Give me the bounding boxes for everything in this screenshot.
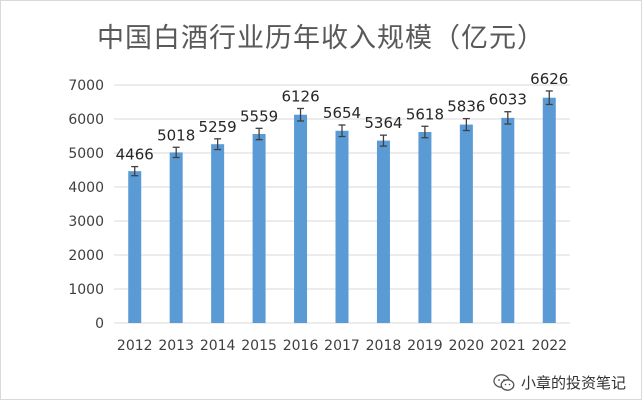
y-tick-label: 0: [95, 316, 104, 332]
x-tick-label: 2012: [117, 338, 153, 354]
y-tick-label: 3000: [68, 214, 104, 230]
bar: [252, 133, 266, 323]
bar: [294, 114, 308, 323]
data-label: 5559: [240, 107, 278, 125]
data-label: 5018: [157, 126, 195, 144]
watermark: 小章的投资笔记: [493, 372, 626, 393]
y-tick-label: 7000: [68, 78, 104, 94]
x-tick-label: 2016: [283, 338, 319, 354]
data-label: 6626: [530, 70, 568, 88]
bar: [418, 131, 432, 323]
bar: [211, 144, 225, 323]
x-tick-label: 2013: [158, 338, 194, 354]
x-tick-label: 2021: [490, 338, 526, 354]
chart-title: 中国白酒行业历年收入规模（亿元）: [97, 23, 545, 54]
data-label: 6126: [281, 87, 319, 105]
wechat-icon: [493, 373, 515, 391]
bar: [542, 97, 556, 323]
x-tick-label: 2014: [200, 338, 236, 354]
bar: [501, 117, 515, 324]
x-tick-label: 2020: [449, 338, 485, 354]
y-tick-label: 1000: [68, 282, 104, 298]
data-label: 6033: [489, 91, 527, 109]
data-label: 4466: [116, 146, 154, 164]
bar: [169, 152, 183, 323]
bar: [128, 171, 142, 323]
y-tick-label: 6000: [68, 112, 104, 128]
data-label: 5654: [323, 104, 361, 122]
x-tick-label: 2015: [241, 338, 277, 354]
bar: [335, 130, 349, 323]
y-tick-label: 2000: [68, 248, 104, 264]
watermark-text: 小章的投资笔记: [520, 374, 626, 392]
x-tick-label: 2019: [407, 338, 443, 354]
data-label: 5364: [364, 114, 402, 132]
y-tick-label: 5000: [68, 146, 104, 162]
bar: [459, 124, 473, 324]
x-tick-label: 2017: [324, 338, 360, 354]
bar: [376, 140, 390, 323]
data-label: 5259: [199, 118, 237, 136]
chart-frame: [0, 0, 642, 400]
x-tick-label: 2018: [366, 338, 402, 354]
data-label: 5836: [447, 98, 485, 116]
data-label: 5618: [406, 105, 444, 123]
x-tick-label: 2022: [531, 338, 567, 354]
y-tick-label: 4000: [68, 180, 104, 196]
